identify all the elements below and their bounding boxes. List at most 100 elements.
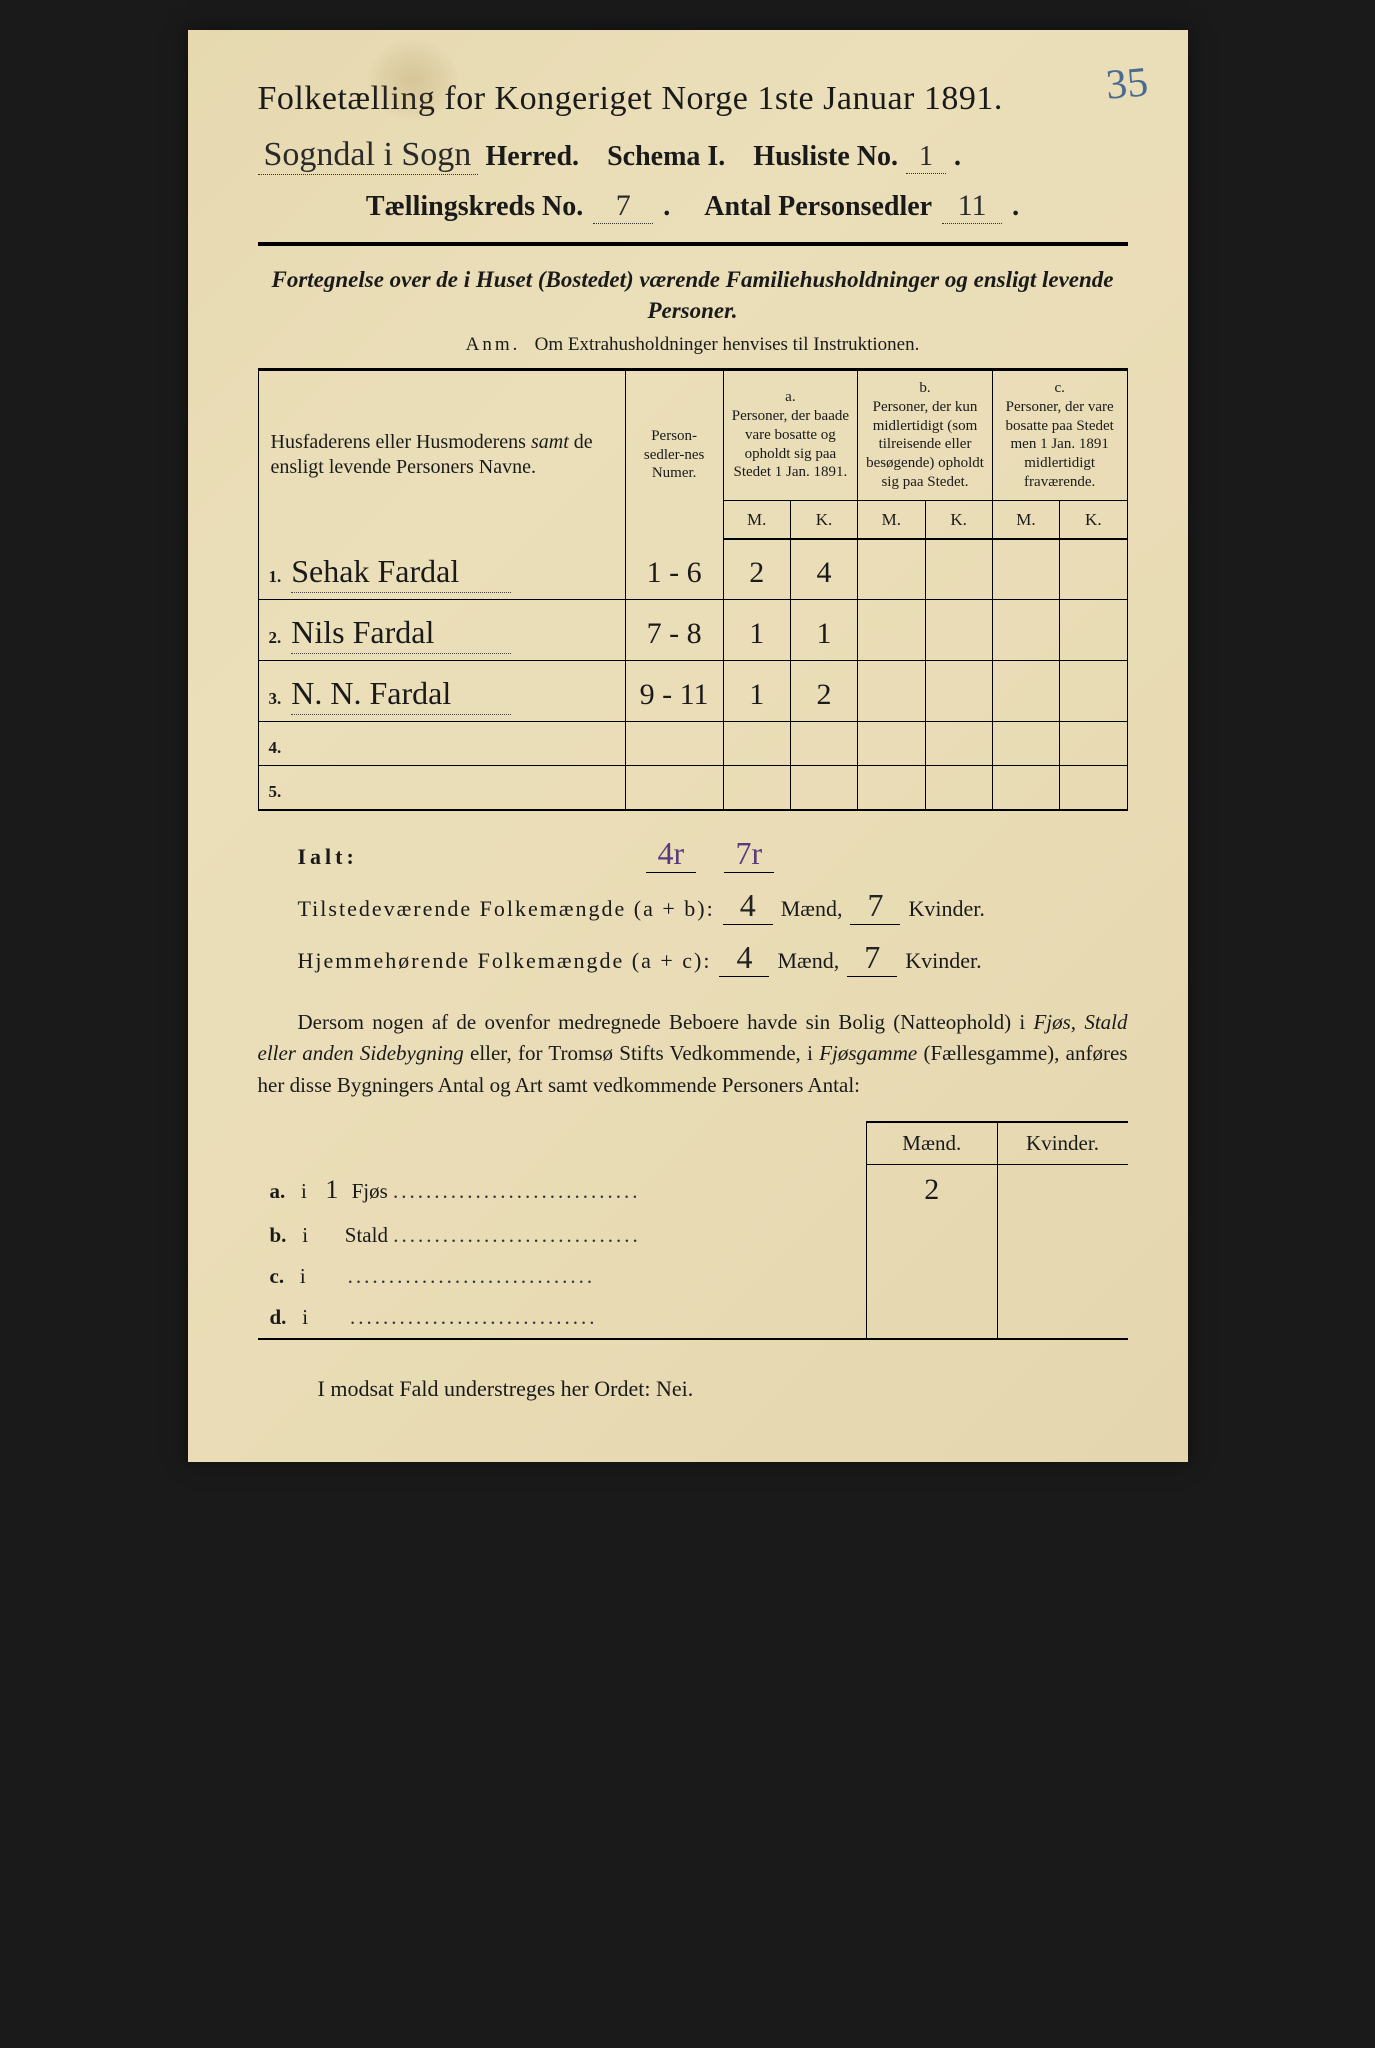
table-row: 4. [258,721,1127,765]
dwelling-row: a. i 1 Fjøs ............................… [258,1165,1128,1216]
table-row: 5. [258,765,1127,810]
col-header-c: c. Personer, der vare bosatte paa Stedet… [992,370,1127,501]
hjemme-k: 7 [847,939,897,977]
row-name-cell: 3.N. N. Fardal [258,660,625,721]
row-cell-bk [925,765,992,810]
dwelling-lead: d. i .............................. [258,1297,867,1339]
row-cell-cm [992,721,1059,765]
antal-label: Antal Personsedler [704,191,932,223]
kreds-label: Tællingskreds No. [366,191,583,223]
row-cell-ck [1060,660,1127,721]
row-cell-bm [858,721,925,765]
ialt-ak: 7r [724,835,774,873]
subhdr-b-m: M. [858,500,925,539]
dwelling-k [997,1256,1128,1297]
row-cell-ak [790,721,857,765]
dwelling-k [997,1215,1128,1256]
row-name-cell: 2.Nils Fardal [258,599,625,660]
row-cell-am: 1 [723,660,790,721]
dwelling-lead: a. i 1 Fjøs ............................… [258,1165,867,1216]
row-cell-numer: 7 - 8 [625,599,723,660]
row-cell-cm [992,765,1059,810]
dwelling-m [867,1297,998,1339]
row-cell-bk [925,660,992,721]
row-cell-am: 2 [723,539,790,600]
row-cell-ak: 2 [790,660,857,721]
dwelling-k [997,1297,1128,1339]
row-cell-bm [858,599,925,660]
dwelling-table: Mænd. Kvinder. a. i 1 Fjøs .............… [258,1121,1128,1340]
tilstede-label: Tilstedeværende Folkemængde (a + b): [298,896,715,922]
husliste-label: Husliste No. [753,141,898,173]
row-cell-numer: 9 - 11 [625,660,723,721]
maend-label-1: Mænd, [781,896,843,922]
subhdr-b-k: K. [925,500,992,539]
row-name-cell: 1.Sehak Fardal [258,539,625,600]
row-cell-ck [1060,721,1127,765]
row-cell-bk [925,721,992,765]
form-subtitle: Fortegnelse over de i Huset (Bostedet) v… [258,264,1128,326]
antal-value: 11 [942,189,1002,224]
dwelling-m: 2 [867,1165,998,1216]
herred-label: Herred. [486,141,580,173]
dwelling-m [867,1215,998,1256]
row-cell-ak: 1 [790,599,857,660]
ialt-am: 4r [646,835,696,873]
row-cell-bk [925,599,992,660]
row-cell-numer [625,765,723,810]
anm-text: Om Extrahusholdninger henvises til Instr… [535,334,920,355]
footer-line: I modsat Fald understreges her Ordet: Ne… [258,1376,1128,1402]
herred-value: Sogndal i Sogn [258,136,478,175]
dwelling-paragraph: Dersom nogen af de ovenfor medregnede Be… [258,1007,1128,1102]
row-cell-bk [925,539,992,600]
row-cell-ck [1060,765,1127,810]
row-cell-bm [858,660,925,721]
lower-hdr-k: Kvinder. [997,1122,1128,1165]
kvinder-label-2: Kvinder. [905,948,981,974]
anm-line: Anm. Om Extrahusholdninger henvises til … [258,334,1128,356]
anm-label: Anm. [466,334,521,355]
dwelling-k [997,1165,1128,1216]
row-cell-am [723,765,790,810]
husliste-value: 1 [906,141,946,174]
dwelling-lead: c. i .............................. [258,1256,867,1297]
row-cell-cm [992,660,1059,721]
col-header-numer: Person-sedler-nes Numer. [625,370,723,539]
dwelling-row: b. i Stald .............................… [258,1215,1128,1256]
subhdr-a-m: M. [723,500,790,539]
row-cell-bm [858,765,925,810]
row-name-cell: 4. [258,721,625,765]
schema-label: Schema I. [607,141,725,173]
row-cell-ck [1060,539,1127,600]
paper-stain [368,40,458,120]
col-header-b: b. Personer, der kun midlertidigt (som t… [858,370,993,501]
row-cell-numer: 1 - 6 [625,539,723,600]
table-row: 2.Nils Fardal7 - 811 [258,599,1127,660]
row-cell-ck [1060,599,1127,660]
row-cell-ak [790,765,857,810]
subhdr-c-k: K. [1060,500,1127,539]
page-number-handwritten: 35 [1103,58,1149,109]
household-table: Husfaderens eller Husmode­rens samt de e… [258,368,1128,811]
totals-block: Ialt: 4r 7r Tilstedeværende Folkemængde … [298,835,1128,977]
maend-label-2: Mænd, [777,948,839,974]
row-cell-cm [992,599,1059,660]
dwelling-lead: b. i Stald .............................… [258,1215,867,1256]
tilstede-k: 7 [850,887,900,925]
header-row-1: Sogndal i Sogn Herred. Schema I. Huslist… [258,136,1128,175]
row-cell-cm [992,539,1059,600]
table-row: 1.Sehak Fardal1 - 624 [258,539,1127,600]
table-row: 3.N. N. Fardal9 - 1112 [258,660,1127,721]
row-cell-numer [625,721,723,765]
census-form-page: 35 Folketælling for Kongeriget Norge 1st… [188,30,1188,1462]
col-header-a: a. Personer, der baade vare bosatte og o… [723,370,858,501]
rule-1 [258,242,1128,246]
row-cell-am: 1 [723,599,790,660]
row-cell-ak: 4 [790,539,857,600]
dwelling-row: d. i .............................. [258,1297,1128,1339]
header-row-2: Tællingskreds No. 7 . Antal Personsedler… [258,189,1128,224]
row-name-cell: 5. [258,765,625,810]
kvinder-label-1: Kvinder. [908,896,984,922]
dwelling-row: c. i .............................. [258,1256,1128,1297]
col-header-name: Husfaderens eller Husmode­rens samt de e… [258,370,625,539]
